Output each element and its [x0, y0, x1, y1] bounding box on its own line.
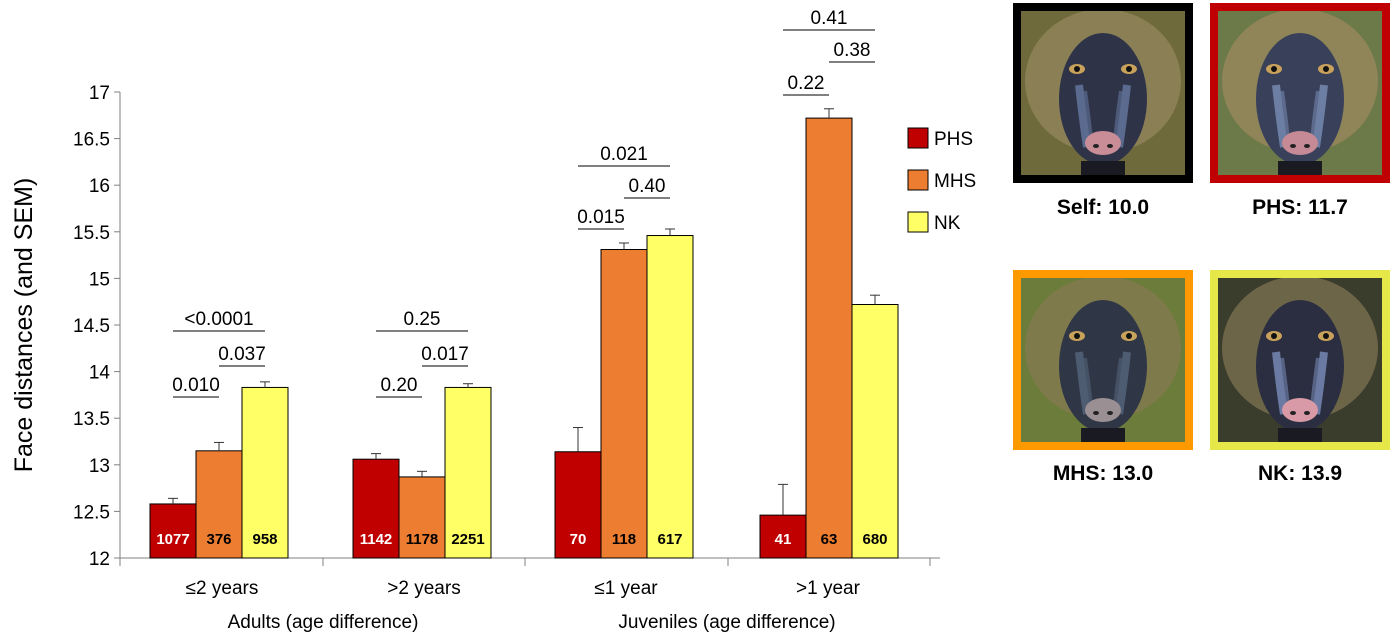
bar-chart: 12 12.5 13 13.5 14 14.5 15 15.5 16 16.5 17 Face dis… [10, 8, 976, 633]
y-tick-label: 15 [89, 269, 110, 290]
significance-p-value: 0.40 [629, 176, 666, 197]
y-tick-label: 15.5 [73, 223, 110, 244]
significance-p-value: <0.0001 [184, 309, 253, 330]
face-illustration [1021, 11, 1185, 175]
y-tick-label: 13 [89, 456, 110, 477]
bar-n-label: 70 [570, 531, 587, 548]
legend-label-nk: NK [934, 213, 961, 234]
y-tick-label: 17 [89, 83, 110, 104]
self-face-photo [1013, 3, 1193, 183]
bar-phs-2 [554, 451, 602, 559]
bar-mhs-3 [805, 117, 853, 559]
mhs-face-photo [1013, 270, 1193, 450]
bar-nk-2 [646, 235, 694, 559]
significance-p-value: 0.037 [218, 344, 266, 365]
x-group-label: Adults (age difference) [228, 612, 419, 633]
y-tick-label: 13.5 [73, 409, 110, 430]
nk-caption: NK: 13.9 [1257, 462, 1343, 485]
legend-label-mhs: MHS [934, 171, 976, 192]
bar-n-label: 118 [612, 531, 636, 548]
bar-nk-3 [851, 303, 899, 559]
y-tick-label: 16.5 [73, 130, 110, 151]
mhs-caption: MHS: 13.0 [1052, 462, 1154, 485]
significance-p-value: 0.38 [834, 40, 871, 61]
y-tick-label: 14 [89, 363, 111, 384]
bar-n-label: 41 [775, 531, 792, 548]
y-tick-label: 12.5 [73, 502, 110, 523]
legend-swatch-mhs [907, 169, 929, 191]
bar-n-label: 1178 [406, 531, 439, 548]
face-illustration [1021, 278, 1185, 442]
y-axis-label: Face distances (and SEM) [10, 178, 38, 473]
bar-n-label: 958 [252, 531, 277, 548]
face-illustration [1218, 278, 1382, 442]
bar-mhs-1 [398, 476, 446, 559]
bar-n-label: 2251 [451, 531, 484, 548]
significance-p-value: 0.41 [811, 8, 848, 29]
x-category-label: >1 year [796, 578, 861, 599]
bar-n-label: 1077 [156, 531, 189, 548]
significance-p-value: 0.20 [381, 375, 418, 396]
bar-n-label: 376 [206, 531, 231, 548]
nk-face-photo [1210, 270, 1390, 450]
significance-p-value: 0.010 [172, 375, 220, 396]
x-group-label: Juveniles (age difference) [618, 612, 835, 633]
x-category-label: ≤2 years [186, 578, 259, 599]
self-caption: Self: 10.0 [1056, 196, 1150, 219]
bar-n-label: 617 [657, 531, 682, 548]
legend-swatch-phs [907, 127, 929, 149]
bar-n-label: 680 [862, 531, 887, 548]
legend-label-phs: PHS [934, 129, 973, 150]
bar-phs-1 [352, 458, 400, 559]
bar-mhs-2 [600, 249, 648, 559]
x-category-label: ≤1 year [594, 578, 658, 599]
y-tick-label: 14.5 [73, 316, 110, 337]
bar-nk-0 [241, 386, 289, 559]
phs-face-photo [1210, 3, 1390, 183]
bar-n-label: 1142 [360, 531, 393, 548]
x-category-label: >2 years [387, 578, 460, 599]
bar-n-label: 63 [821, 531, 838, 548]
phs-caption: PHS: 11.7 [1252, 196, 1348, 219]
y-tick-label: 12 [89, 549, 110, 570]
significance-p-value: 0.22 [788, 73, 825, 94]
significance-p-value: 0.25 [404, 309, 441, 330]
y-tick-label: 16 [89, 176, 110, 197]
legend-swatch-nk [907, 211, 929, 233]
significance-p-value: 0.015 [577, 207, 625, 228]
face-illustration [1218, 11, 1382, 175]
significance-p-value: 0.021 [600, 144, 648, 165]
significance-p-value: 0.017 [421, 344, 469, 365]
